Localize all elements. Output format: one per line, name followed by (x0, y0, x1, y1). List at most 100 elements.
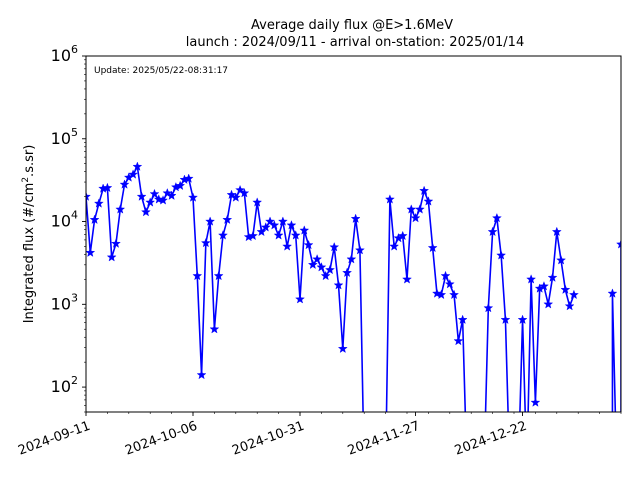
data-point (175, 180, 186, 191)
data-point (333, 280, 344, 290)
data-point (303, 239, 314, 250)
data-point (86, 191, 91, 201)
data-point (419, 185, 430, 196)
y-axis-label-superscript: 2 (21, 177, 31, 183)
plot-area-frame (85, 55, 622, 413)
data-point (256, 226, 267, 237)
data-point (239, 188, 250, 198)
data-point (543, 299, 554, 309)
data-point (560, 284, 571, 294)
data-point (406, 204, 417, 214)
data-point (286, 220, 297, 230)
data-point (427, 242, 438, 253)
data-point (551, 226, 562, 237)
data-point (449, 289, 459, 300)
data-point (205, 216, 216, 226)
data-point (329, 242, 340, 252)
data-point (440, 270, 451, 281)
y-tick-label: 106 (51, 43, 78, 65)
y-axis-label-suffix: .s.sr) (22, 145, 37, 177)
series-layer (86, 161, 621, 412)
data-point (496, 250, 507, 260)
data-point (607, 288, 618, 298)
data-point (491, 212, 502, 223)
data-point (93, 198, 104, 208)
data-point (115, 204, 126, 214)
data-point (410, 212, 421, 223)
data-point (269, 220, 280, 230)
data-point (145, 197, 156, 207)
data-point (453, 335, 464, 346)
data-point (200, 237, 211, 248)
data-point (141, 206, 151, 217)
data-point (188, 192, 198, 202)
data-point (312, 254, 323, 264)
data-point (89, 214, 100, 224)
data-point (307, 259, 318, 270)
data-point (230, 192, 241, 202)
data-point (222, 214, 233, 224)
data-point (282, 241, 293, 251)
data-point (290, 230, 301, 240)
data-point (457, 314, 468, 324)
data-point (218, 230, 228, 240)
data-point (106, 252, 117, 262)
data-point (517, 314, 528, 324)
chart-subtitle: launch : 2024/09/11 - arrival on-station… (186, 35, 524, 50)
data-point (325, 264, 335, 275)
data-point (277, 216, 288, 226)
y-axis-label-prefix: Integrated flux (#/cm (22, 183, 37, 324)
update-annotation: Update: 2025/05/22-08:31:17 (94, 66, 228, 76)
data-point (111, 238, 121, 248)
data-point (564, 300, 575, 311)
data-point (192, 270, 203, 281)
data-point (316, 262, 327, 272)
data-point (483, 302, 494, 313)
data-point (132, 161, 143, 171)
data-point (616, 239, 621, 249)
data-point (273, 230, 284, 240)
y-axis-label: Integrated flux (#/cm2.s.sr) (21, 145, 37, 324)
data-point (539, 281, 549, 291)
data-point (402, 274, 412, 284)
data-point (213, 270, 224, 281)
data-point (487, 226, 498, 237)
data-point (158, 195, 168, 205)
data-point (226, 189, 237, 200)
data-point (432, 288, 442, 298)
data-point (423, 196, 434, 206)
data-point (350, 213, 361, 223)
data-point (295, 294, 305, 304)
data-point (166, 190, 177, 200)
data-point (337, 343, 348, 353)
y-tick-label: 105 (51, 126, 78, 148)
data-point (248, 230, 258, 241)
data-point (342, 267, 352, 278)
data-point (389, 241, 400, 251)
y-tick-label: 103 (51, 291, 78, 313)
data-point (265, 216, 275, 226)
y-tick-label: 104 (51, 209, 78, 231)
data-point (444, 279, 455, 289)
data-point (196, 369, 207, 380)
data-point (260, 222, 271, 232)
data-point (526, 274, 537, 284)
data-point (384, 194, 395, 204)
chart-title: Average daily flux @E>1.6MeV (251, 18, 453, 33)
data-point (136, 191, 147, 201)
data-point (128, 169, 138, 179)
data-point (530, 397, 541, 407)
data-point (119, 179, 130, 189)
data-point (209, 324, 220, 334)
data-point (569, 289, 579, 300)
data-point (397, 230, 408, 241)
data-point (299, 225, 310, 235)
data-point (414, 204, 425, 214)
data-point (500, 314, 511, 324)
data-point (86, 247, 96, 257)
data-point (252, 197, 263, 207)
data-point (183, 173, 194, 183)
data-point (547, 272, 558, 282)
